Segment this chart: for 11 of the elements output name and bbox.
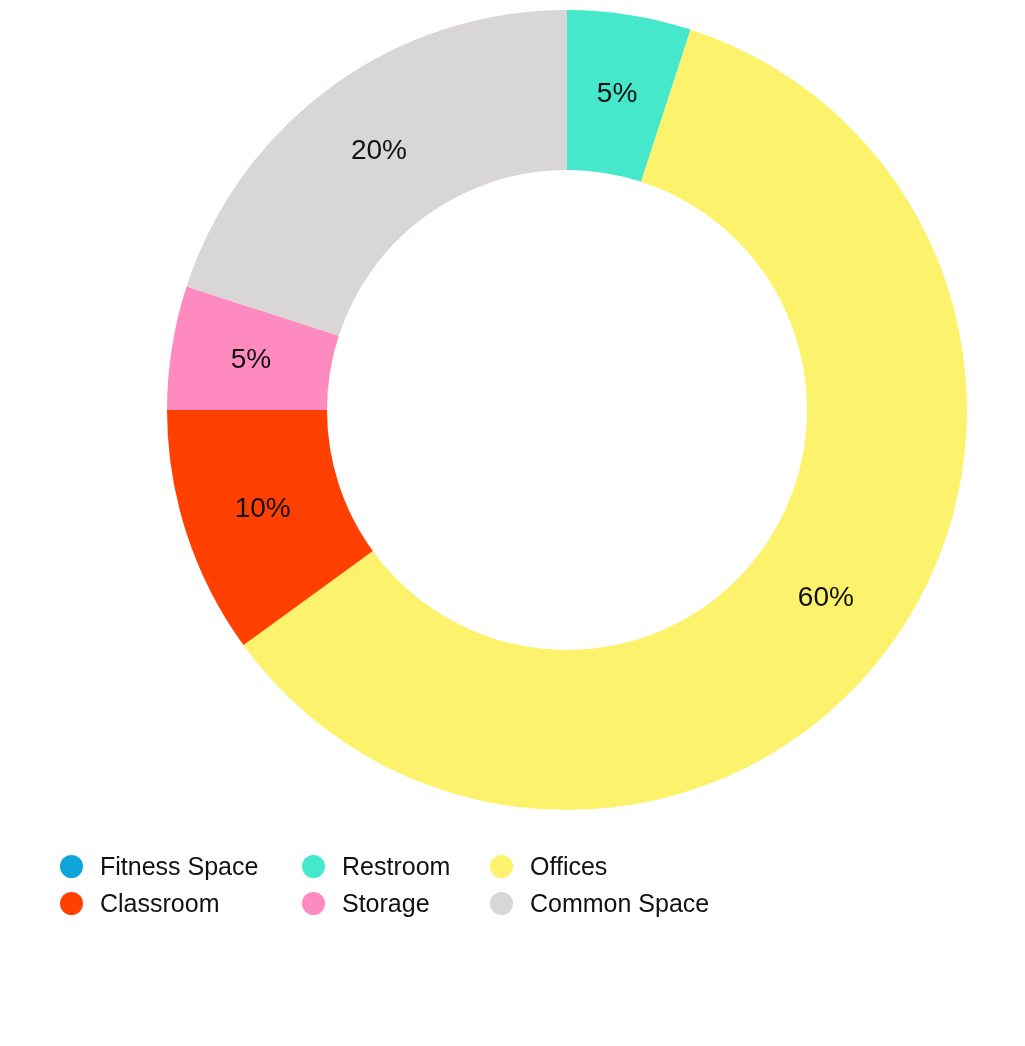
legend-label: Offices	[530, 852, 608, 881]
legend-label: Common Space	[530, 889, 710, 918]
data-label: 10%	[234, 491, 291, 523]
legend-label: Fitness Space	[100, 852, 259, 881]
data-label: 5%	[230, 342, 272, 374]
data-label: 5%	[596, 76, 638, 108]
legend-label: Classroom	[100, 889, 220, 918]
legend-label: Restroom	[342, 852, 451, 881]
data-label: 20%	[350, 133, 407, 165]
legend-label: Storage	[342, 889, 430, 918]
data-label: 60%	[797, 580, 854, 612]
